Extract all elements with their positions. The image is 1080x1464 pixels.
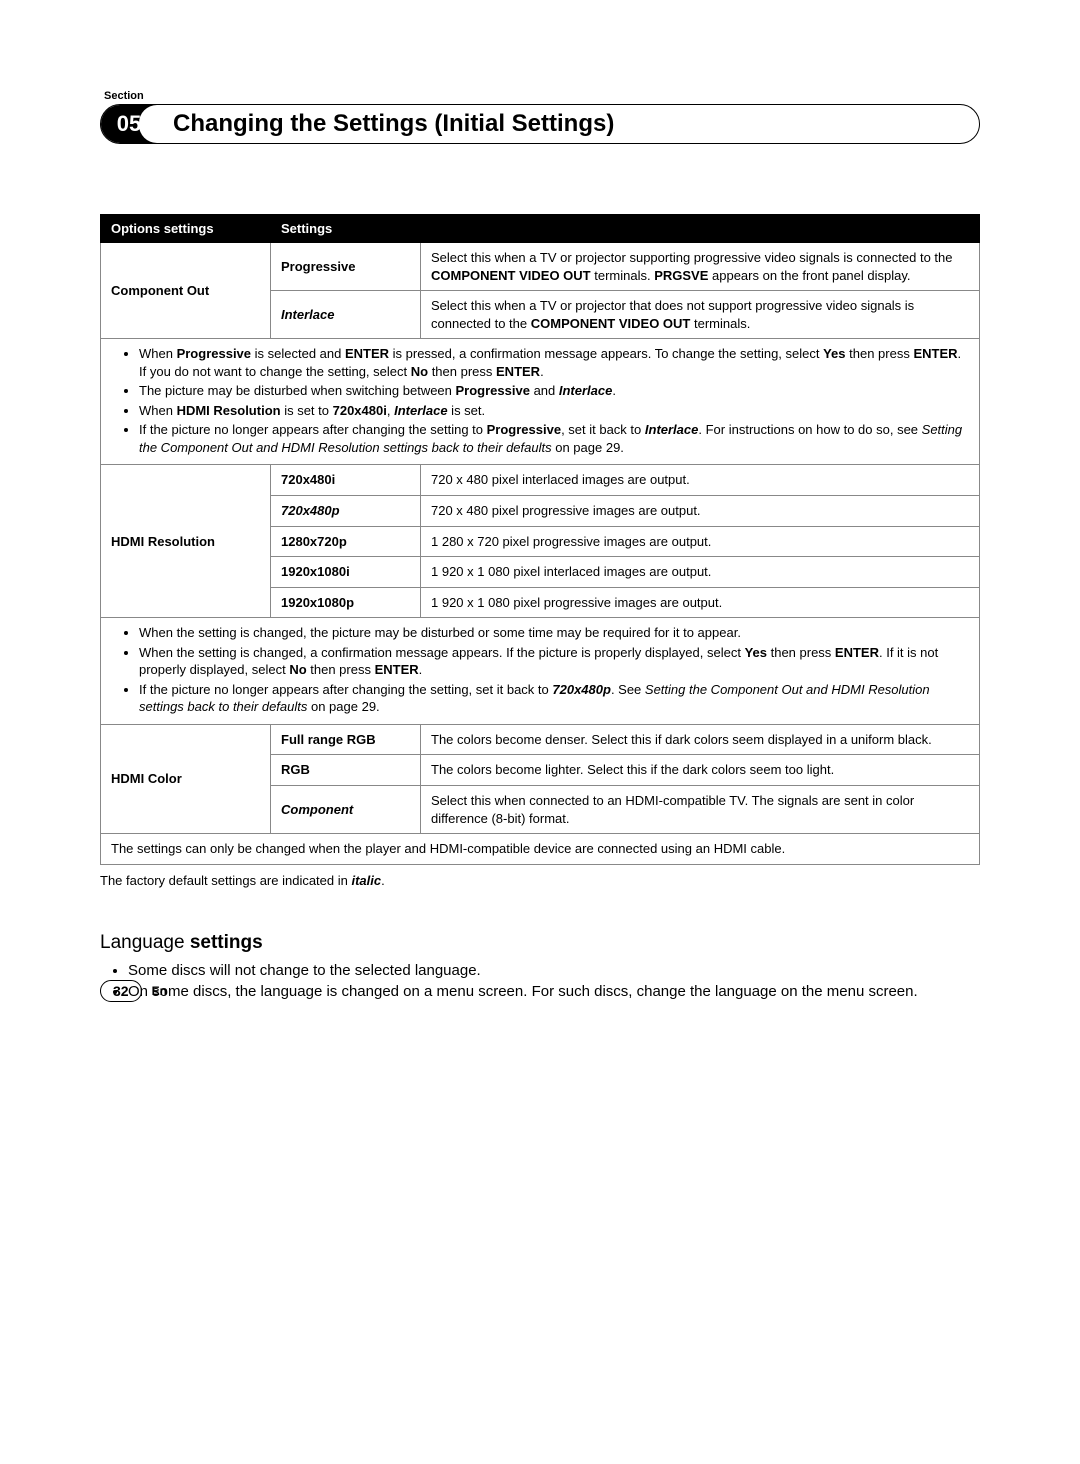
setting-component: Component [271,786,421,834]
note-component-out: When Progressive is selected and ENTER i… [101,339,980,465]
setting-1920x1080p: 1920x1080p [271,587,421,618]
desc-1920x1080i: 1 920 x 1 080 pixel interlaced images ar… [421,557,980,588]
note1-li2: The picture may be disturbed when switch… [139,382,969,400]
page-footer: 32 En [100,980,167,1002]
setting-full-range-rgb: Full range RGB [271,724,421,755]
language-settings-heading: Language settings [100,932,980,954]
page-number: 32 [100,980,142,1002]
note-hdmi-color: The settings can only be changed when th… [101,834,980,865]
row-hdmi-resolution-label: HDMI Resolution [101,465,271,618]
setting-720x480i: 720x480i [271,465,421,496]
desc-1280x720p: 1 280 x 720 pixel progressive images are… [421,526,980,557]
row-hdmi-color-label: HDMI Color [101,724,271,833]
desc-720x480i: 720 x 480 pixel interlaced images are ou… [421,465,980,496]
setting-1280x720p: 1280x720p [271,526,421,557]
note1-li1: When Progressive is selected and ENTER i… [139,345,969,380]
desc-progressive: Select this when a TV or projector suppo… [421,243,980,291]
th-options: Options settings [101,215,271,243]
desc-720x480p: 720 x 480 pixel progressive images are o… [421,496,980,527]
note-hdmi-resolution: When the setting is changed, the picture… [101,618,980,725]
chapter-title: Changing the Settings (Initial Settings) [157,110,614,138]
desc-full-range-rgb: The colors become denser. Select this if… [421,724,980,755]
default-caption: The factory default settings are indicat… [100,873,980,888]
setting-rgb: RGB [271,755,421,786]
chapter-header: 05 Changing the Settings (Initial Settin… [100,104,980,144]
note1-li3: When HDMI Resolution is set to 720x480i,… [139,402,969,420]
note2-li1: When the setting is changed, the picture… [139,624,969,642]
chapter-number: 05 [117,111,141,137]
th-settings: Settings [271,215,980,243]
note2-li3: If the picture no longer appears after c… [139,681,969,716]
settings-table: Options settings Settings Component Out … [100,214,980,865]
chapter-number-badge: 05 [101,105,157,143]
note1-li4: If the picture no longer appears after c… [139,421,969,456]
language-bullets: Some discs will not change to the select… [100,960,980,1002]
lang-bullet-1: Some discs will not change to the select… [128,960,980,981]
lang-bullet-2: On some discs, the language is changed o… [128,981,980,1002]
setting-progressive: Progressive [271,243,421,291]
note2-li2: When the setting is changed, a confirmat… [139,644,969,679]
desc-rgb: The colors become lighter. Select this i… [421,755,980,786]
chapter-bar: 05 Changing the Settings (Initial Settin… [100,104,980,144]
desc-component: Select this when connected to an HDMI-co… [421,786,980,834]
page: Section 05 Changing the Settings (Initia… [0,0,1080,1042]
row-component-out-label: Component Out [101,243,271,339]
desc-interlace: Select this when a TV or projector that … [421,291,980,339]
desc-1920x1080p: 1 920 x 1 080 pixel progressive images a… [421,587,980,618]
setting-interlace: Interlace [271,291,421,339]
setting-720x480p: 720x480p [271,496,421,527]
section-label: Section [104,90,980,102]
setting-1920x1080i: 1920x1080i [271,557,421,588]
language-code: En [152,984,167,998]
